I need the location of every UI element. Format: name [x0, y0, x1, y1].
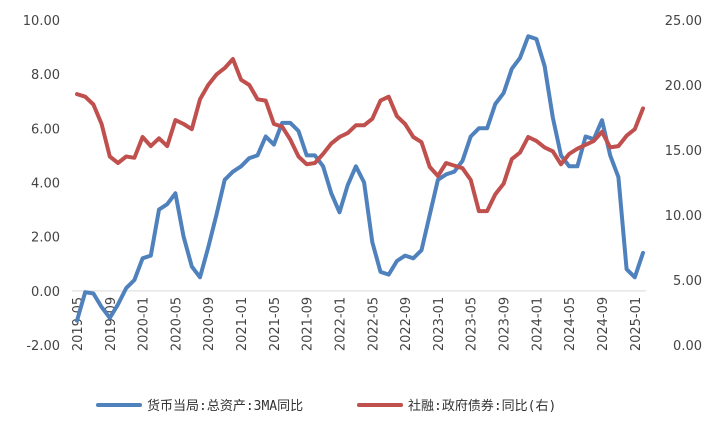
- left-axis-tick-labels: -2.00 0.00 2.00 4.00 6.00 8.00 10.00: [23, 14, 60, 354]
- x-axis-tick-label: 2022-05: [366, 297, 381, 351]
- x-axis-tick-label: 2021-09: [301, 297, 316, 351]
- right-axis-tick-labels: 0.00 5.00 10.00 15.00 20.00 25.00: [665, 14, 702, 354]
- right-axis-tick-label: 25.00: [665, 14, 702, 29]
- x-axis-tick-labels: 2019-05 2019-09 2020-01 2020-05 2020-09 2021-…: [71, 297, 644, 351]
- left-axis-tick-label: 0.00: [31, 285, 60, 300]
- series-lines: [75, 34, 645, 323]
- x-axis-tick-label: 2024-09: [596, 297, 611, 351]
- x-axis-tick-label: 2019-05: [71, 297, 86, 351]
- left-axis-tick-label: 8.00: [31, 68, 60, 83]
- legend-label-1: 货币当局:总资产:3MA同比: [147, 398, 303, 414]
- x-axis-tick-label: 2021-05: [268, 297, 283, 351]
- right-axis-tick-label: 0.00: [673, 339, 702, 354]
- series-line-2: [75, 57, 645, 214]
- x-axis-tick-label: 2025-01: [629, 297, 644, 351]
- left-axis-tick-label: 10.00: [23, 14, 60, 29]
- x-axis-tick-label: 2021-01: [235, 297, 250, 351]
- left-axis-tick-label: 4.00: [31, 177, 60, 192]
- right-axis-tick-label: 10.00: [665, 209, 702, 224]
- x-axis-tick-label: 2020-01: [137, 297, 152, 351]
- x-axis-tick-label: 2022-01: [333, 297, 348, 351]
- legend-label-2: 社融:政府债券:同比(右): [408, 398, 556, 414]
- left-axis-tick-label: 2.00: [31, 231, 60, 246]
- x-axis-tick-label: 2024-05: [563, 297, 578, 351]
- x-axis-tick-label: 2022-09: [399, 297, 414, 351]
- x-axis-tick-label: 2020-05: [169, 297, 184, 351]
- series-line-1: [75, 34, 645, 323]
- right-axis-tick-label: 5.00: [673, 274, 702, 289]
- x-axis-tick-label: 2023-01: [432, 297, 447, 351]
- left-axis-tick-label: -2.00: [26, 339, 60, 354]
- right-axis-tick-label: 15.00: [665, 144, 702, 159]
- legend: 货币当局:总资产:3MA同比 社融:政府债券:同比(右): [96, 398, 556, 414]
- x-axis-tick-label: 2024-01: [530, 297, 545, 351]
- x-axis-tick-label: 2023-05: [465, 297, 480, 351]
- x-axis-tick-label: 2023-09: [498, 297, 513, 351]
- right-axis-tick-label: 20.00: [665, 79, 702, 94]
- left-axis-tick-label: 6.00: [31, 122, 60, 137]
- x-axis-tick-label: 2020-09: [202, 297, 217, 351]
